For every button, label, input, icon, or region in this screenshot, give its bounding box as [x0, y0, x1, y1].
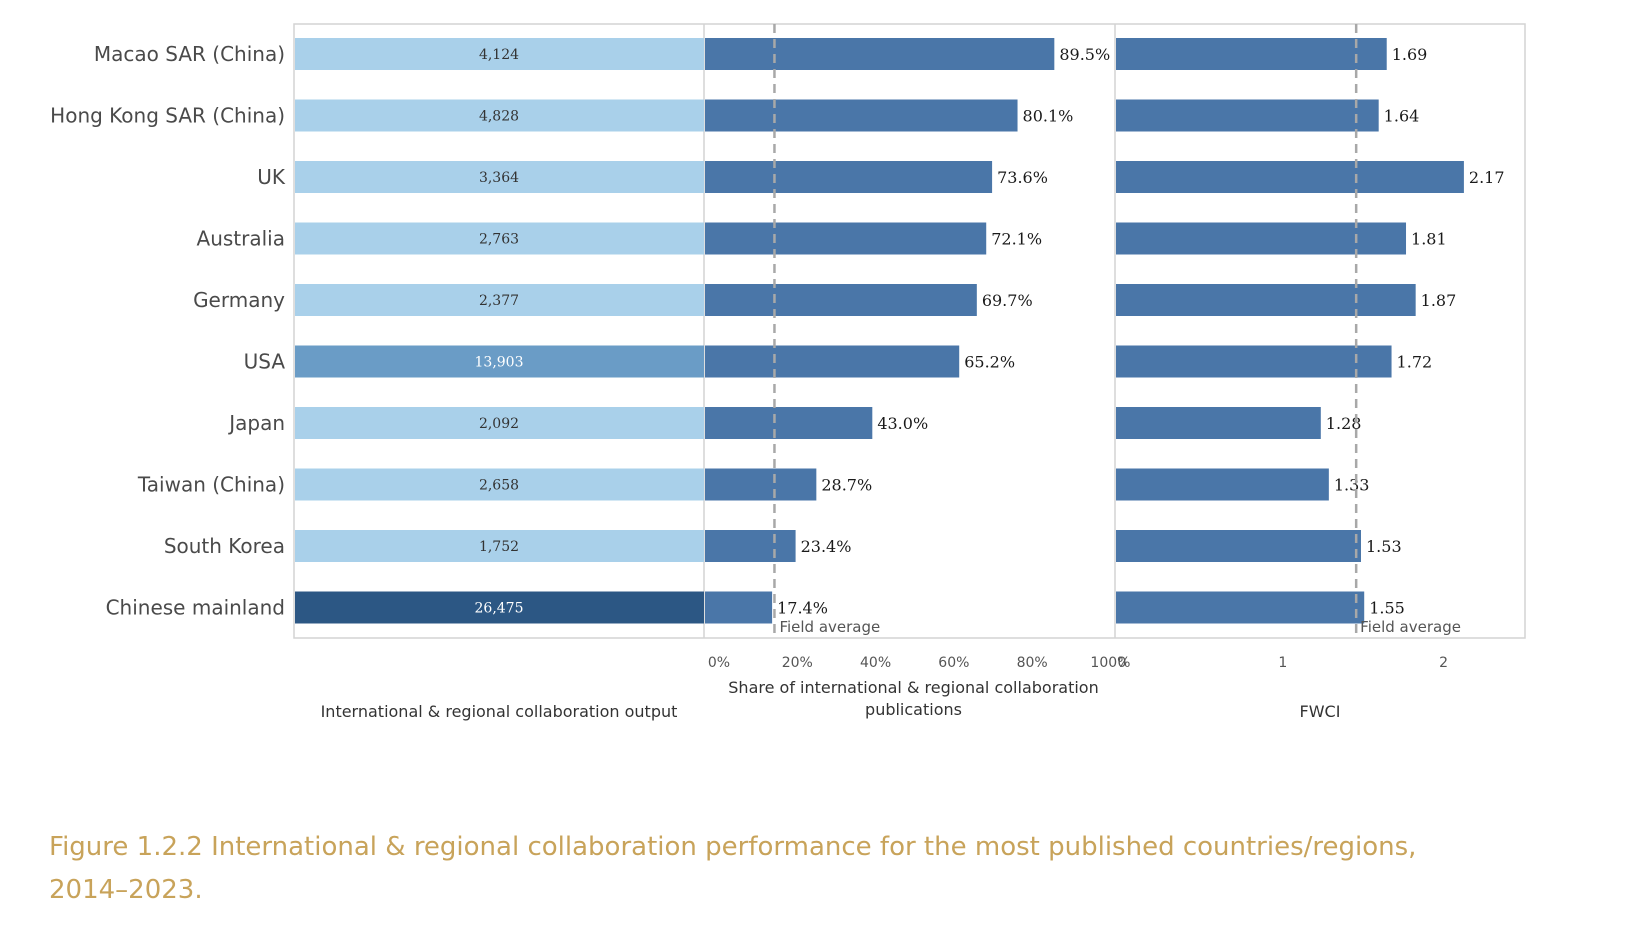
share-bar	[705, 530, 796, 562]
share-axis-tick: 40%	[860, 655, 891, 671]
share-bar	[705, 468, 817, 501]
fwci-value-label: 1.72	[1397, 353, 1433, 372]
share-bar	[705, 222, 987, 255]
share-value-label: 28.7%	[821, 476, 872, 495]
fwci-value-label: 1.28	[1326, 414, 1362, 433]
fwci-bar	[1116, 99, 1379, 132]
share-axis-title: Share of international & regional collab…	[728, 678, 1098, 719]
output-axis-title: International & regional collaboration o…	[321, 702, 678, 721]
output-bar	[295, 222, 704, 255]
category-label: Japan	[227, 411, 285, 435]
output-value-label: 2,763	[479, 232, 519, 248]
share-bar	[705, 38, 1055, 70]
share-bar	[705, 284, 977, 316]
fwci-axis-tick: 0	[1118, 655, 1127, 671]
output-value-label: 2,092	[479, 416, 519, 432]
output-bar	[295, 407, 704, 439]
output-bar	[295, 284, 704, 316]
fwci-value-label: 2.17	[1469, 168, 1505, 187]
category-label: South Korea	[164, 534, 285, 558]
fwci-value-label: 1.64	[1384, 107, 1420, 126]
share-value-label: 72.1%	[991, 230, 1042, 249]
share-value-label: 69.7%	[982, 291, 1033, 310]
fwci-field-average-label: Field average	[1360, 618, 1461, 636]
share-bar	[705, 161, 993, 193]
share-value-label: 65.2%	[964, 353, 1015, 372]
output-value-label: 26,475	[475, 601, 524, 617]
fwci-bar	[1116, 161, 1464, 193]
share-field-average-label: Field average	[779, 618, 880, 636]
share-value-label: 80.1%	[1023, 107, 1074, 126]
fwci-bar	[1116, 284, 1416, 316]
category-label: Chinese mainland	[106, 596, 285, 620]
output-value-label: 4,828	[479, 109, 519, 125]
share-axis-tick: 80%	[1017, 655, 1048, 671]
plot-frame	[293, 23, 1526, 639]
fwci-value-label: 1.87	[1421, 291, 1457, 310]
category-label: Australia	[197, 227, 285, 251]
output-value-label: 2,377	[479, 293, 519, 309]
fwci-value-label: 1.81	[1411, 230, 1447, 249]
category-label: Macao SAR (China)	[94, 42, 285, 66]
category-label: UK	[257, 165, 286, 189]
output-bar	[295, 591, 704, 624]
output-bar	[295, 468, 704, 501]
share-value-label: 43.0%	[877, 414, 928, 433]
fwci-bar	[1116, 530, 1361, 562]
category-label: Germany	[193, 288, 285, 312]
share-axis-tick: 60%	[938, 655, 969, 671]
output-bar	[295, 161, 704, 193]
category-label: Hong Kong SAR (China)	[50, 104, 285, 128]
share-value-label: 73.6%	[997, 168, 1048, 187]
share-value-label: 17.4%	[777, 599, 828, 618]
output-bar	[295, 99, 704, 132]
share-bar	[705, 407, 873, 439]
share-axis-tick: 0%	[708, 655, 730, 671]
fwci-bar	[1116, 38, 1387, 70]
output-value-label: 13,903	[475, 355, 524, 371]
fwci-bar	[1116, 222, 1407, 255]
output-value-label: 3,364	[479, 170, 519, 186]
category-label: Taiwan (China)	[137, 473, 285, 497]
fwci-value-label: 1.33	[1334, 476, 1370, 495]
share-value-label: 89.5%	[1059, 45, 1110, 64]
fwci-bar	[1116, 345, 1392, 378]
output-value-label: 4,124	[479, 47, 519, 63]
figure-caption: Figure 1.2.2 International & regional co…	[49, 832, 1417, 905]
output-bar	[295, 530, 704, 562]
fwci-axis-title: FWCI	[1300, 702, 1341, 721]
fwci-value-label: 1.53	[1366, 537, 1402, 556]
fwci-bar	[1116, 407, 1321, 439]
fwci-axis-tick: 2	[1439, 655, 1448, 671]
fwci-bar	[1116, 591, 1365, 624]
fwci-bar	[1116, 468, 1329, 501]
fwci-axis-tick: 1	[1278, 655, 1287, 671]
share-bar	[705, 345, 960, 378]
output-value-label: 1,752	[479, 539, 519, 555]
share-axis-tick: 100%	[1090, 655, 1130, 671]
output-value-label: 2,658	[479, 478, 519, 494]
category-label: USA	[244, 350, 286, 374]
fwci-value-label: 1.69	[1392, 45, 1428, 64]
share-value-label: 23.4%	[801, 537, 852, 556]
share-axis-tick: 20%	[782, 655, 813, 671]
share-bar	[705, 99, 1018, 132]
share-bar	[705, 591, 773, 624]
output-bar	[295, 38, 704, 70]
fwci-value-label: 1.55	[1369, 599, 1405, 618]
output-bar	[295, 345, 704, 378]
